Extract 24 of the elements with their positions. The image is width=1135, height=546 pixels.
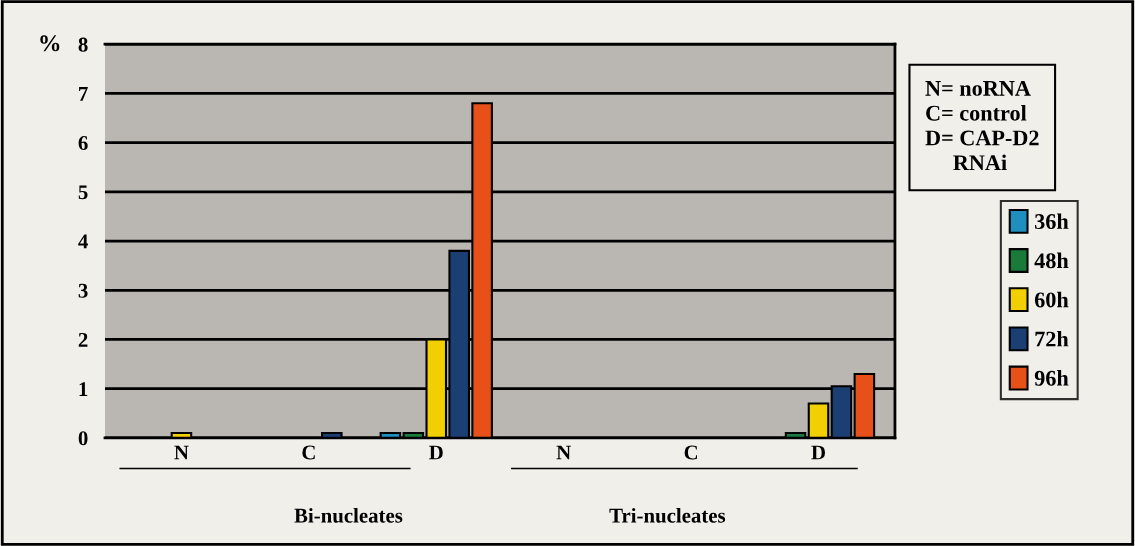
text: Bi-nucleates bbox=[294, 508, 403, 523]
y-tick-label: 6 bbox=[78, 136, 88, 151]
legend-label: 60h bbox=[1034, 291, 1069, 308]
legend-label: 72h bbox=[1035, 330, 1069, 347]
legend-label: 48h bbox=[1034, 252, 1069, 269]
x-tick-label: N bbox=[556, 445, 571, 460]
y-tick-label: 7 bbox=[79, 87, 88, 101]
x-tick-label: C bbox=[684, 445, 698, 460]
y-tick-label: 8 bbox=[78, 37, 88, 52]
text: Tri-nucleates bbox=[609, 508, 726, 523]
x-tick-label: N bbox=[174, 445, 189, 460]
y-tick-label: 4 bbox=[78, 234, 88, 249]
y-tick-label: 5 bbox=[78, 185, 88, 200]
legend-label: 96h bbox=[1034, 370, 1069, 386]
y-tick-label: 1 bbox=[79, 382, 88, 396]
y-axis-title: % bbox=[40, 35, 60, 52]
y-tick-label: 3 bbox=[78, 283, 88, 298]
x-tick-label: D bbox=[429, 445, 443, 460]
x-tick-label: C bbox=[302, 445, 315, 460]
y-tick-label: 2 bbox=[78, 332, 88, 347]
text: N= noRNA C= control D= CAP-D2 RNAi bbox=[925, 80, 1039, 170]
x-tick-label: D bbox=[811, 445, 825, 460]
y-tick-label: 0 bbox=[78, 431, 88, 446]
legend-label: 36h bbox=[1035, 213, 1069, 230]
